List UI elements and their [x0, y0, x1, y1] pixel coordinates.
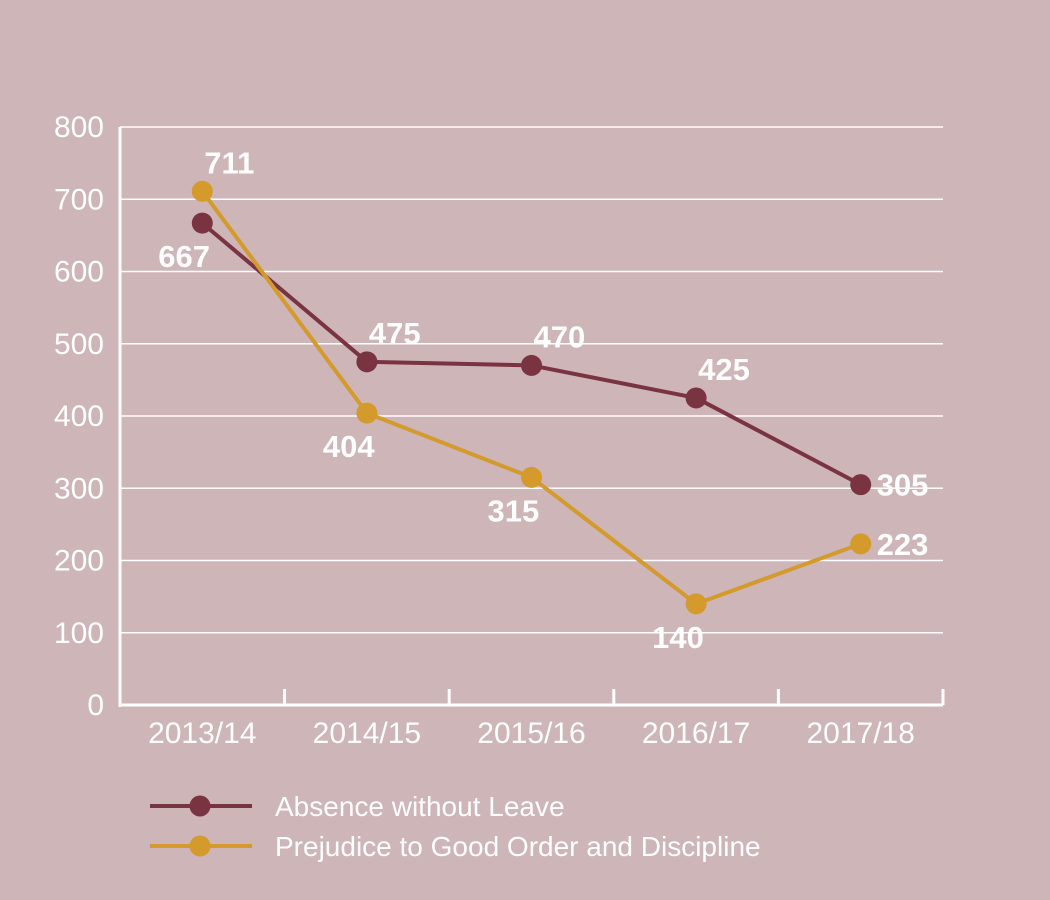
data-point-s1-4	[850, 533, 872, 555]
y-tick-label: 700	[54, 183, 104, 216]
y-tick-label: 600	[54, 256, 104, 289]
x-tick-label: 2014/15	[313, 717, 421, 750]
data-point-s0-4	[850, 474, 872, 496]
legend-label-1: Prejudice to Good Order and Discipline	[275, 831, 761, 862]
data-labels: 667 475 470 425 305 711 404 315 140 223	[158, 145, 928, 655]
data-point-s0-3	[685, 387, 707, 409]
y-tick-label: 300	[54, 472, 104, 505]
y-axis-ticks: 0 100 200 300 400 500 600 700 800	[54, 111, 104, 722]
x-tick-label: 2017/18	[806, 717, 914, 750]
data-point-s1-1	[356, 402, 378, 424]
y-tick-label: 500	[54, 328, 104, 361]
axes	[118, 127, 945, 707]
y-tick-label: 200	[54, 545, 104, 578]
data-label-s0-1: 475	[369, 316, 421, 351]
data-point-s0-0	[191, 212, 213, 234]
legend-label-0: Absence without Leave	[275, 791, 565, 822]
series-layer	[191, 180, 872, 615]
data-point-s1-3	[685, 593, 707, 615]
data-label-s1-1: 404	[323, 429, 375, 464]
data-label-s0-2: 470	[534, 319, 586, 354]
x-tick-label: 2015/16	[477, 717, 585, 750]
data-point-s0-1	[356, 351, 378, 373]
data-label-s1-2: 315	[488, 493, 540, 528]
legend-marker-1	[189, 835, 211, 857]
data-label-s0-0: 667	[158, 239, 210, 274]
data-label-s1-0: 711	[204, 145, 254, 180]
data-label-s1-4: 223	[877, 527, 929, 562]
data-label-s0-3: 425	[698, 352, 750, 387]
legend-marker-0	[189, 795, 211, 817]
series-line-1	[200, 190, 862, 606]
x-tick-label: 2013/14	[148, 717, 256, 750]
data-point-s0-2	[521, 354, 542, 376]
data-label-s1-3: 140	[652, 620, 704, 655]
y-tick-label: 800	[54, 111, 104, 144]
y-tick-label: 0	[87, 689, 104, 722]
x-axis-ticks: 2013/14 2014/15 2015/16 2016/17 2017/18	[148, 717, 915, 750]
data-point-s1-2	[521, 466, 542, 488]
y-tick-label: 100	[54, 617, 104, 650]
legend: Absence without Leave Prejudice to Good O…	[150, 791, 761, 862]
x-tick-label: 2016/17	[642, 717, 750, 750]
data-point-s1-0	[191, 180, 213, 202]
series-line-0	[201, 221, 862, 487]
data-label-s0-4: 305	[877, 468, 929, 503]
y-tick-label: 400	[54, 400, 104, 433]
